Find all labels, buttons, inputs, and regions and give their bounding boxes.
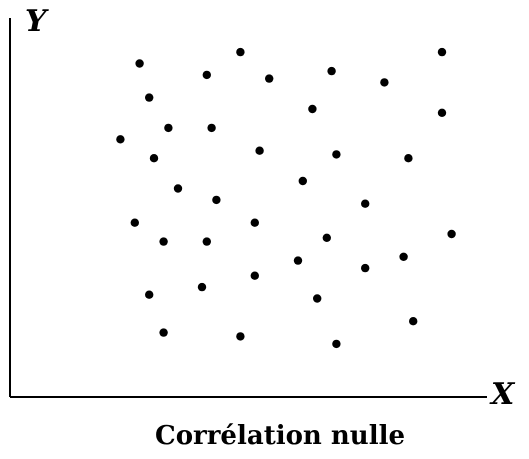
scatter-point xyxy=(173,184,183,193)
scatter-point xyxy=(197,282,207,292)
scatter-point xyxy=(265,74,274,83)
scatter-point xyxy=(202,237,211,246)
scatter-point xyxy=(327,66,336,76)
scatter-point xyxy=(236,332,245,341)
chart-caption: Corrélation nulle xyxy=(155,421,405,451)
scatter-point xyxy=(164,123,173,133)
scatter-point xyxy=(135,59,144,68)
scatter-point xyxy=(212,195,221,205)
scatter-point xyxy=(361,263,370,273)
scatter-point xyxy=(361,199,370,208)
scatter-point xyxy=(159,237,168,246)
scatter-point xyxy=(298,176,307,186)
scatter-point xyxy=(293,256,303,265)
x-axis-label: X xyxy=(489,377,516,412)
scatter-point xyxy=(437,47,447,57)
scatter-point xyxy=(332,339,341,349)
scatter-point xyxy=(145,290,154,299)
y-axis-label: Y xyxy=(25,4,49,39)
scatter-point xyxy=(207,123,216,133)
scatter-point xyxy=(145,93,154,102)
scatter-point xyxy=(380,78,389,87)
scatter-point xyxy=(404,154,413,163)
scatter-point xyxy=(409,317,418,326)
scatter-point xyxy=(202,70,211,80)
scatter-point xyxy=(399,252,408,261)
scatter-point xyxy=(250,271,259,280)
scatter-point xyxy=(255,146,264,155)
scatter-point xyxy=(322,233,331,242)
scatter-point xyxy=(116,135,125,144)
scatter-point xyxy=(130,218,139,227)
scatter-point xyxy=(236,47,245,57)
scatter-point xyxy=(447,229,456,239)
scatter-point xyxy=(159,328,168,337)
scatter-point xyxy=(308,104,317,114)
scatter-point xyxy=(313,294,322,303)
scatter-point xyxy=(437,108,447,118)
scatter-point xyxy=(250,218,259,227)
scatter-point xyxy=(149,154,159,163)
scatter-point xyxy=(332,150,341,159)
points-layer xyxy=(116,47,456,349)
